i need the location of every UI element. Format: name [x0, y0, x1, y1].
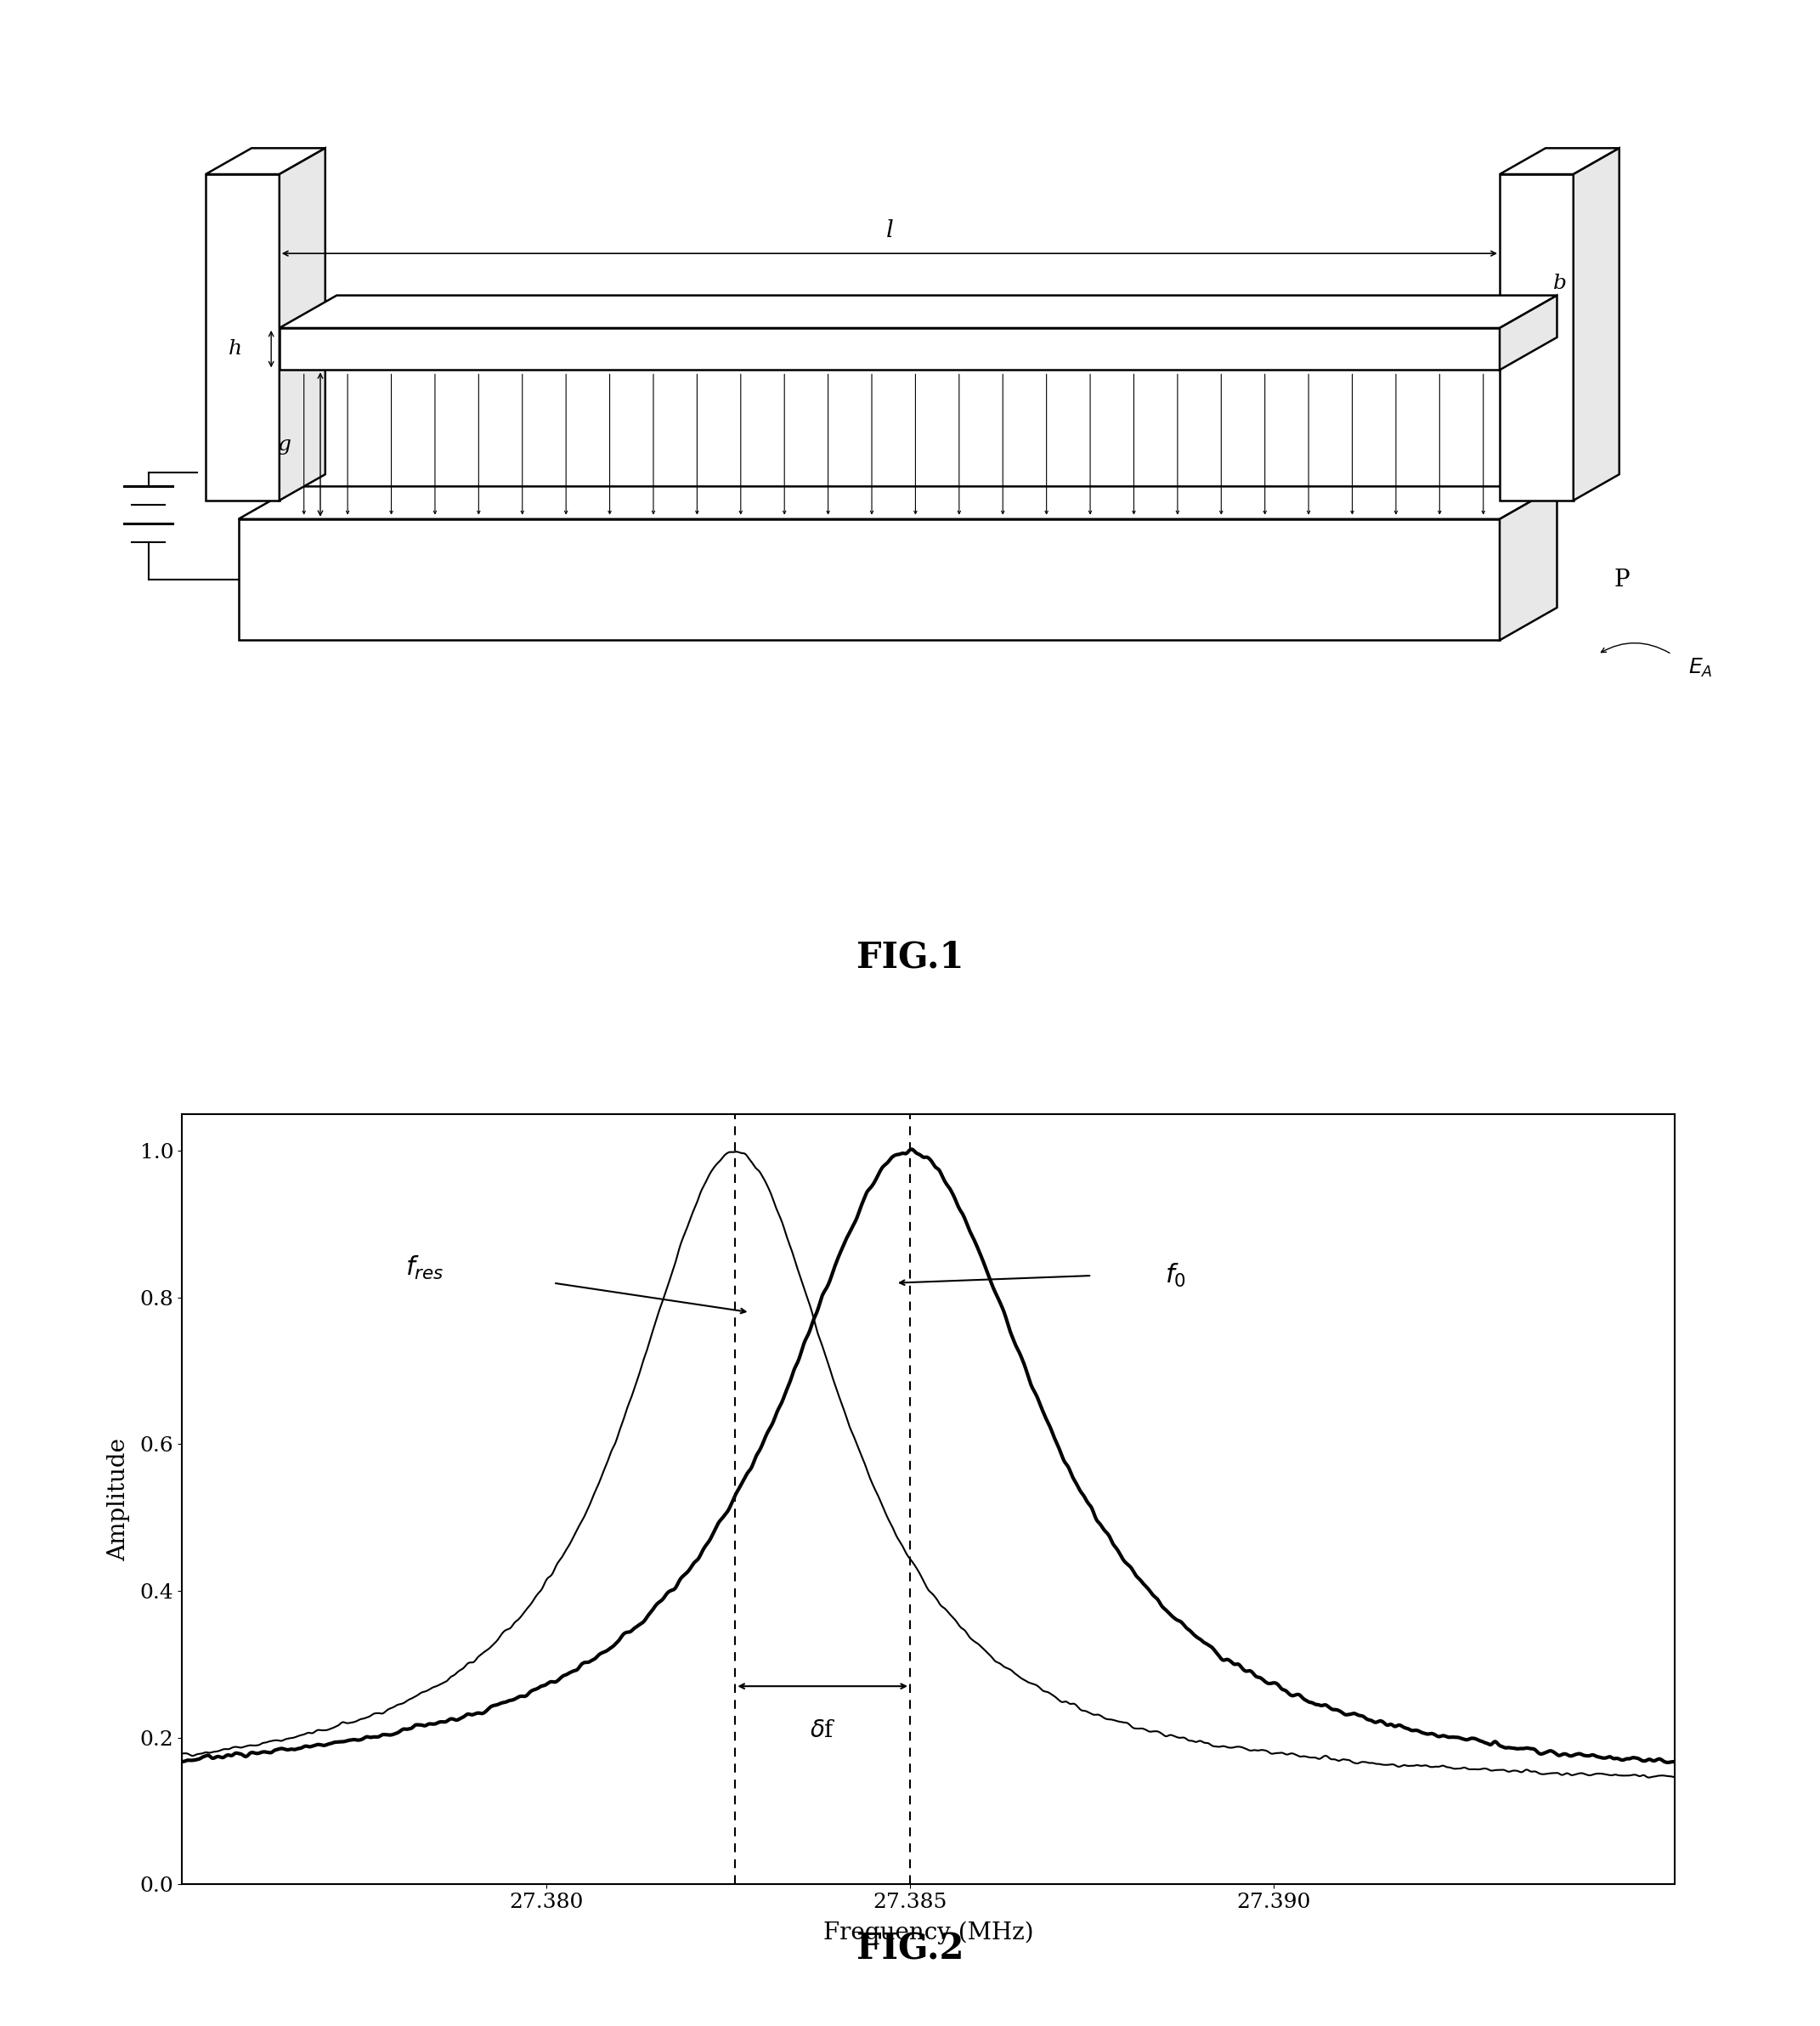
Polygon shape — [1500, 148, 1620, 174]
Polygon shape — [206, 148, 326, 174]
Text: $\delta$f: $\delta$f — [810, 1720, 835, 1742]
Text: b: b — [1552, 274, 1567, 294]
Polygon shape — [1572, 148, 1620, 500]
Text: P: P — [1614, 567, 1631, 592]
Text: $f_0$: $f_0$ — [1165, 1262, 1187, 1289]
Polygon shape — [238, 519, 1500, 640]
X-axis label: Frequency (MHz): Frequency (MHz) — [823, 1921, 1034, 1945]
Text: $f_{res}$: $f_{res}$ — [406, 1254, 444, 1282]
Text: h: h — [228, 338, 242, 359]
Y-axis label: Amplitude: Amplitude — [107, 1438, 131, 1560]
Text: $E_A$: $E_A$ — [1689, 656, 1713, 679]
Polygon shape — [238, 486, 1558, 519]
Polygon shape — [206, 174, 280, 500]
Polygon shape — [280, 296, 1558, 328]
Text: l: l — [886, 219, 894, 243]
Text: g: g — [277, 436, 291, 454]
Polygon shape — [280, 328, 1500, 371]
Polygon shape — [1500, 486, 1558, 640]
Text: FIG.2: FIG.2 — [855, 1931, 965, 1967]
Polygon shape — [1500, 296, 1558, 371]
Text: FIG.1: FIG.1 — [855, 940, 965, 975]
Polygon shape — [1500, 174, 1572, 500]
Polygon shape — [280, 148, 326, 500]
